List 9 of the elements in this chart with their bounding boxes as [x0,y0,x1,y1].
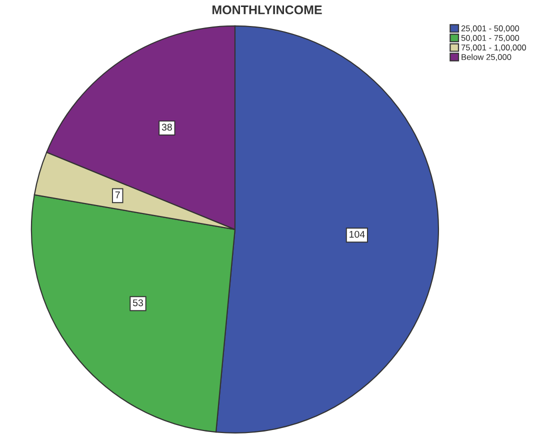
data-label: 53 [132,299,143,306]
data-label: 104 [350,230,365,238]
chart-title: MONTHLYINCOME [212,5,322,14]
data-label: 7 [115,192,120,198]
legend-label: 75,001 - 1,00,000 [461,44,526,52]
legend-label: Below 25,000 [462,54,512,61]
legend-label: 50,001 - 75,000 [461,34,520,42]
data-label: 38 [162,124,172,131]
legend-label: 25,001 - 50,000 [461,25,520,32]
